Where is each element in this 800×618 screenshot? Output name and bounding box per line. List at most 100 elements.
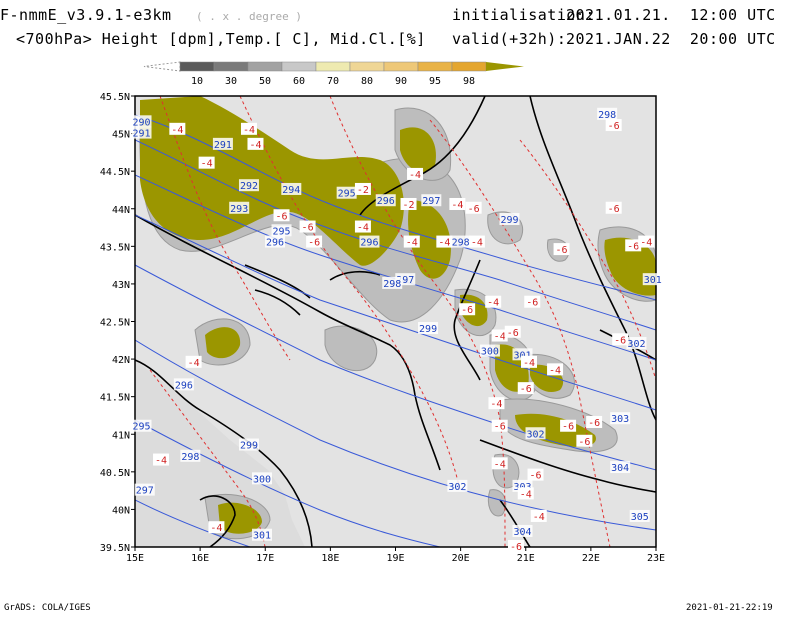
colorbar-label: 60 <box>293 76 305 87</box>
lon-label: 21E <box>517 553 535 564</box>
temp-label-bg <box>354 182 371 195</box>
lat-label: 43N <box>112 280 130 291</box>
temp-label-bg <box>247 137 264 150</box>
temp-label-bg <box>240 122 257 135</box>
height-label: 297 <box>136 486 154 497</box>
temp-label-bg <box>553 243 570 256</box>
temp-label: -4 <box>249 140 261 151</box>
temp-label-bg <box>605 119 622 132</box>
colorbar-swatch <box>213 61 249 72</box>
colorbar: 10 30 50 60 70 80 90 95 98 <box>143 61 524 87</box>
temp-label-bg <box>491 419 508 432</box>
temp-label: -4 <box>520 489 532 500</box>
temp-label: -4 <box>533 512 545 523</box>
temp-label-bg <box>517 382 534 395</box>
temp-label: -4 <box>406 238 418 249</box>
temp-label: -6 <box>276 211 288 222</box>
height-label-bg <box>131 419 152 432</box>
temp-label-bg <box>488 397 505 410</box>
lat-label: 42.5N <box>100 318 130 329</box>
lat-label: 40.5N <box>100 468 130 479</box>
temp-label-bg <box>153 453 170 466</box>
height-label-bg <box>642 273 663 286</box>
height-label: 298 <box>598 110 616 121</box>
height-label: 303 <box>513 482 531 493</box>
colorbar-label: 90 <box>395 76 407 87</box>
init-label: initialisation: <box>452 6 595 24</box>
lat-label: 41.5N <box>100 393 130 404</box>
footer-timestamp: 2021-01-21-22:19 <box>686 603 773 613</box>
footer-credit: GrADS: COLA/IGES <box>4 603 91 613</box>
lon-label: 19E <box>386 553 404 564</box>
height-label: 292 <box>240 181 258 192</box>
temp-label: -4 <box>494 459 506 470</box>
height-label: 298 <box>383 279 401 290</box>
temp-label-bg <box>517 487 534 500</box>
height-label: 291 <box>132 129 150 140</box>
temp-label: -6 <box>614 335 626 346</box>
temp-label: -4 <box>487 298 499 309</box>
lon-label: 22E <box>582 553 600 564</box>
temp-label: -4 <box>188 358 200 369</box>
height-label-bg <box>421 194 442 207</box>
temp-label: -6 <box>308 238 320 249</box>
temp-label: -6 <box>507 328 519 339</box>
temp-label-bg <box>208 521 225 534</box>
temp-label: -4 <box>640 238 652 249</box>
temp-label: -4 <box>210 523 222 534</box>
height-label: 300 <box>481 347 499 358</box>
temp-label-bg <box>491 457 508 470</box>
height-label-bg <box>375 194 396 207</box>
height-label-bg <box>251 528 272 541</box>
height-label: 295 <box>132 422 150 433</box>
height-label-bg <box>382 276 403 289</box>
temp-label: -4 <box>155 456 167 467</box>
height-label-bg <box>229 201 250 214</box>
valid-time: 2021.JAN.22 20:00 UTC <box>566 30 776 48</box>
lon-label: 20E <box>452 553 470 564</box>
cloud-cover <box>139 96 656 540</box>
valid-label: valid(+32h): <box>452 30 567 48</box>
lat-label: 45.5N <box>100 92 130 103</box>
temp-label-bg <box>527 468 544 481</box>
temp-label-bg <box>625 239 642 252</box>
temp-label-bg <box>306 235 323 248</box>
temp-label: -4 <box>357 223 369 234</box>
lat-label: 41N <box>112 430 130 441</box>
height-label: 303 <box>611 414 629 425</box>
height-label-bg <box>180 449 201 462</box>
temp-label: -6 <box>520 384 532 395</box>
lat-label: 45N <box>112 130 130 141</box>
temp-label-bg <box>403 235 420 248</box>
temp-label-bg <box>507 540 524 552</box>
height-label: 299 <box>240 441 258 452</box>
colorbar-swatch <box>281 61 317 72</box>
temp-label-bg <box>612 333 629 346</box>
colorbar-label: 98 <box>463 76 475 87</box>
height-label-bg <box>479 344 500 357</box>
temp-label: -4 <box>243 125 255 136</box>
height-label: 298 <box>452 238 470 249</box>
lon-label: 17E <box>256 553 274 564</box>
temp-label-bg <box>449 197 466 210</box>
italy-land <box>135 96 305 547</box>
lon-label: 15E <box>126 553 144 564</box>
height-label-bg <box>271 224 292 237</box>
height-label: 299 <box>419 324 437 335</box>
height-label: 302 <box>448 482 466 493</box>
height-label: 297 <box>396 275 414 286</box>
temp-label-bg <box>273 209 290 222</box>
temp-label: -2 <box>357 185 369 196</box>
height-label: 297 <box>422 196 440 207</box>
height-label-bg <box>131 115 152 128</box>
temp-label: -4 <box>409 170 421 181</box>
temp-label: -6 <box>608 204 620 215</box>
temp-label: -4 <box>549 365 561 376</box>
height-label-bg <box>265 235 286 248</box>
temp-label-bg <box>560 419 577 432</box>
temp-label: -4 <box>438 238 450 249</box>
temp-label: -4 <box>523 358 535 369</box>
height-label: 295 <box>273 226 291 237</box>
temp-label-bg <box>491 329 508 342</box>
colorbar-swatch <box>383 61 419 72</box>
